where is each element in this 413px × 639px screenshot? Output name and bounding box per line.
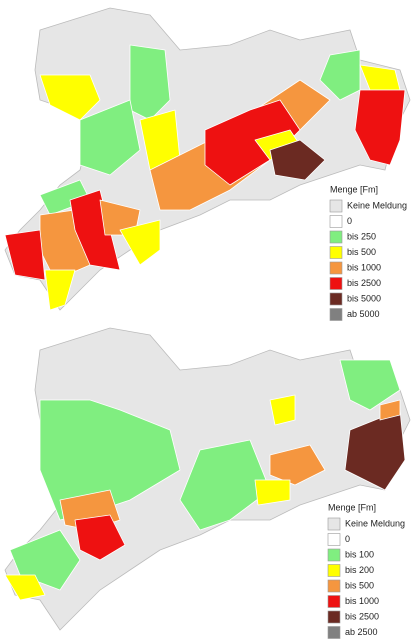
legend-swatch	[327, 533, 341, 546]
legend-label: bis 2500	[347, 278, 381, 288]
legend: Menge [Fm] Keine Meldung 0 bis 100 bis 200 bi…	[327, 502, 405, 639]
legend-label: bis 1000	[347, 262, 381, 272]
legend-swatch	[327, 517, 341, 531]
region	[269, 444, 326, 486]
region	[39, 74, 101, 121]
legend-swatch	[329, 261, 343, 275]
legend-swatch	[327, 595, 341, 608]
legend-label: bis 250	[347, 231, 376, 241]
legend-swatch	[327, 610, 341, 624]
region	[269, 394, 296, 426]
legend-swatch	[329, 277, 343, 290]
legend-label: bis 5000	[347, 293, 381, 303]
legend-label: Keine Meldung	[347, 200, 407, 210]
legend-label: bis 200	[345, 565, 374, 575]
legend-label: bis 500	[347, 247, 376, 257]
legend-title: Menge [Fm]	[328, 502, 376, 512]
region	[319, 49, 361, 101]
legend-swatch	[329, 308, 343, 321]
legend-label: ab 2500	[345, 627, 378, 637]
map-bottom	[4, 327, 411, 631]
region	[119, 219, 161, 266]
region	[44, 269, 76, 311]
legend-label: bis 500	[345, 580, 374, 590]
legend-swatch	[327, 548, 341, 562]
map-top	[4, 7, 411, 311]
region	[74, 514, 126, 561]
legend-swatch	[327, 579, 341, 593]
region	[39, 399, 181, 521]
legend-swatch	[327, 626, 341, 639]
legend-label: Keine Meldung	[345, 518, 405, 528]
region	[129, 44, 171, 121]
legend: Menge [Fm] Keine Meldung 0 bis 250 bis 500 bi…	[329, 184, 407, 321]
legend-label: ab 5000	[347, 309, 380, 319]
legend-swatch	[329, 246, 343, 259]
region	[179, 439, 271, 531]
legend-swatch	[329, 230, 343, 244]
region	[4, 574, 46, 601]
region	[4, 229, 46, 281]
legend-swatch	[329, 215, 343, 228]
legend-label: bis 100	[345, 549, 374, 559]
legend-label: 0	[345, 534, 350, 544]
legend-label: bis 1000	[345, 596, 379, 606]
region	[354, 89, 406, 166]
region	[79, 99, 141, 176]
legend-swatch	[327, 564, 341, 577]
region	[69, 189, 121, 271]
region	[269, 139, 326, 181]
legend-swatch	[329, 199, 343, 213]
region	[379, 399, 401, 421]
region	[254, 479, 291, 506]
region	[339, 359, 401, 411]
legend-label: bis 2500	[345, 611, 379, 621]
legend-title: Menge [Fm]	[330, 184, 378, 194]
legend-swatch	[329, 292, 343, 306]
legend-label: 0	[347, 216, 352, 226]
